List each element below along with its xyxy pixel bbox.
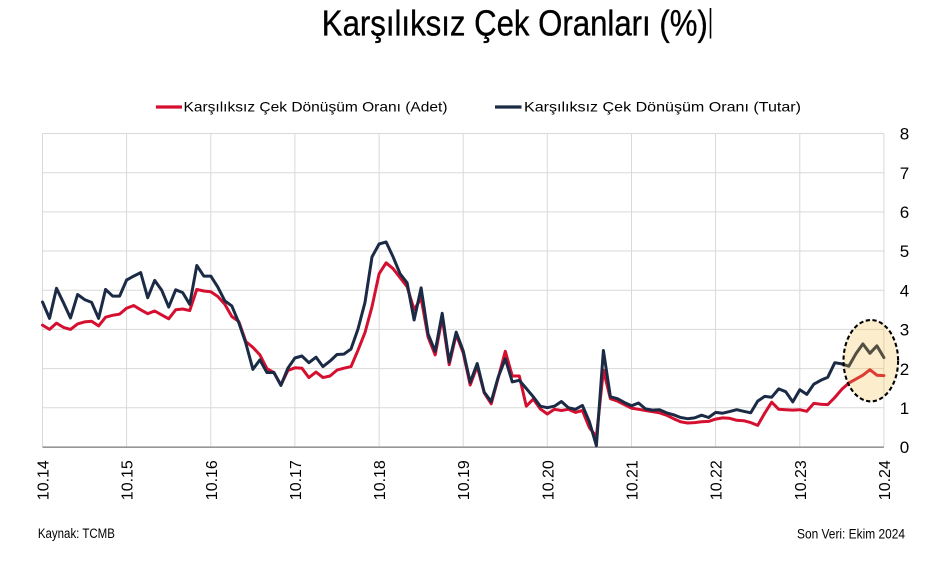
svg-text:10.22: 10.22: [709, 460, 726, 500]
svg-text:10.23: 10.23: [793, 460, 810, 500]
svg-text:10.20: 10.20: [540, 460, 557, 500]
svg-text:10.21: 10.21: [625, 460, 642, 500]
svg-text:10.16: 10.16: [204, 460, 221, 500]
svg-text:10.17: 10.17: [288, 460, 305, 500]
svg-text:1: 1: [900, 399, 909, 418]
svg-text:4: 4: [900, 281, 909, 300]
svg-text:8: 8: [900, 125, 909, 144]
svg-text:10.19: 10.19: [456, 460, 473, 500]
svg-text:10.15: 10.15: [120, 460, 137, 500]
svg-text:7: 7: [900, 164, 909, 183]
svg-text:3: 3: [900, 321, 909, 340]
svg-text:0: 0: [900, 438, 909, 457]
svg-text:Karşılıksız Çek Dönüşüm Oranı: Karşılıksız Çek Dönüşüm Oranı (Tutar): [524, 99, 801, 115]
svg-text:10.14: 10.14: [36, 460, 53, 500]
svg-text:6: 6: [900, 203, 909, 222]
svg-text:10.18: 10.18: [372, 460, 389, 500]
svg-text:Karşılıksız Çek Oranları (%): Karşılıksız Çek Oranları (%): [322, 3, 708, 44]
svg-text:Kaynak: TCMB: Kaynak: TCMB: [38, 526, 115, 541]
svg-text:10.24: 10.24: [877, 460, 894, 500]
svg-text:5: 5: [900, 242, 909, 261]
svg-text:Son Veri: Ekim 2024: Son Veri: Ekim 2024: [797, 526, 905, 542]
svg-text:Karşılıksız Çek Dönüşüm Oranı: Karşılıksız Çek Dönüşüm Oranı (Adet): [184, 99, 448, 115]
svg-text:2: 2: [900, 360, 909, 379]
